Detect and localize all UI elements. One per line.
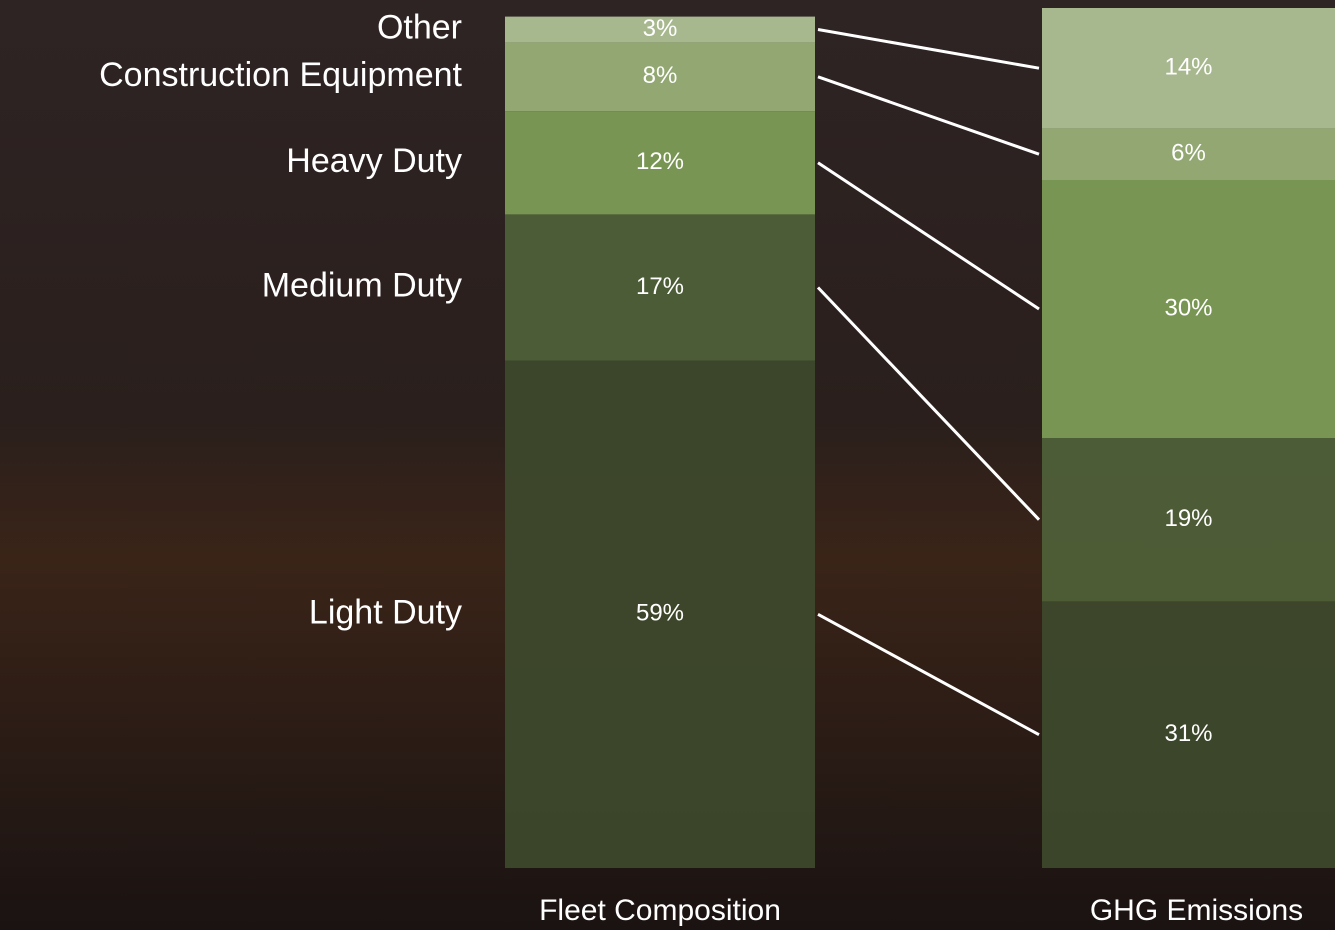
value-label: 3% xyxy=(643,15,678,42)
value-label: 6% xyxy=(1171,140,1206,167)
value-label: 59% xyxy=(636,600,684,627)
value-label: 17% xyxy=(636,273,684,300)
bar-segment xyxy=(505,42,815,112)
column-label: GHG Emissions xyxy=(1090,894,1303,927)
legend-label: Medium Duty xyxy=(262,266,462,304)
value-label: 8% xyxy=(643,62,678,89)
legend-label: Light Duty xyxy=(309,593,462,631)
connector xyxy=(817,75,1040,156)
connector xyxy=(817,612,1040,737)
legend-label: Heavy Duty xyxy=(286,142,462,180)
value-label: 19% xyxy=(1164,505,1212,532)
value-label: 31% xyxy=(1164,720,1212,747)
connector xyxy=(816,286,1041,521)
bar-segment xyxy=(1042,180,1335,438)
bar-segment xyxy=(505,16,815,43)
legend-label: Construction Equipment xyxy=(99,56,462,94)
value-label: 30% xyxy=(1164,294,1212,321)
legend-label: Other xyxy=(377,8,462,46)
column-label: Fleet Composition xyxy=(539,894,781,927)
bar-segment xyxy=(1042,438,1335,602)
bar-segment xyxy=(1042,8,1335,129)
bar-segment xyxy=(1042,601,1335,868)
bar-segment xyxy=(505,360,815,868)
bar-segment xyxy=(505,111,815,215)
bar-segment xyxy=(1042,128,1335,180)
value-label: 14% xyxy=(1164,54,1212,81)
connector xyxy=(817,161,1040,311)
connector xyxy=(817,28,1040,70)
value-label: 12% xyxy=(636,148,684,175)
bar-segment xyxy=(505,214,815,361)
